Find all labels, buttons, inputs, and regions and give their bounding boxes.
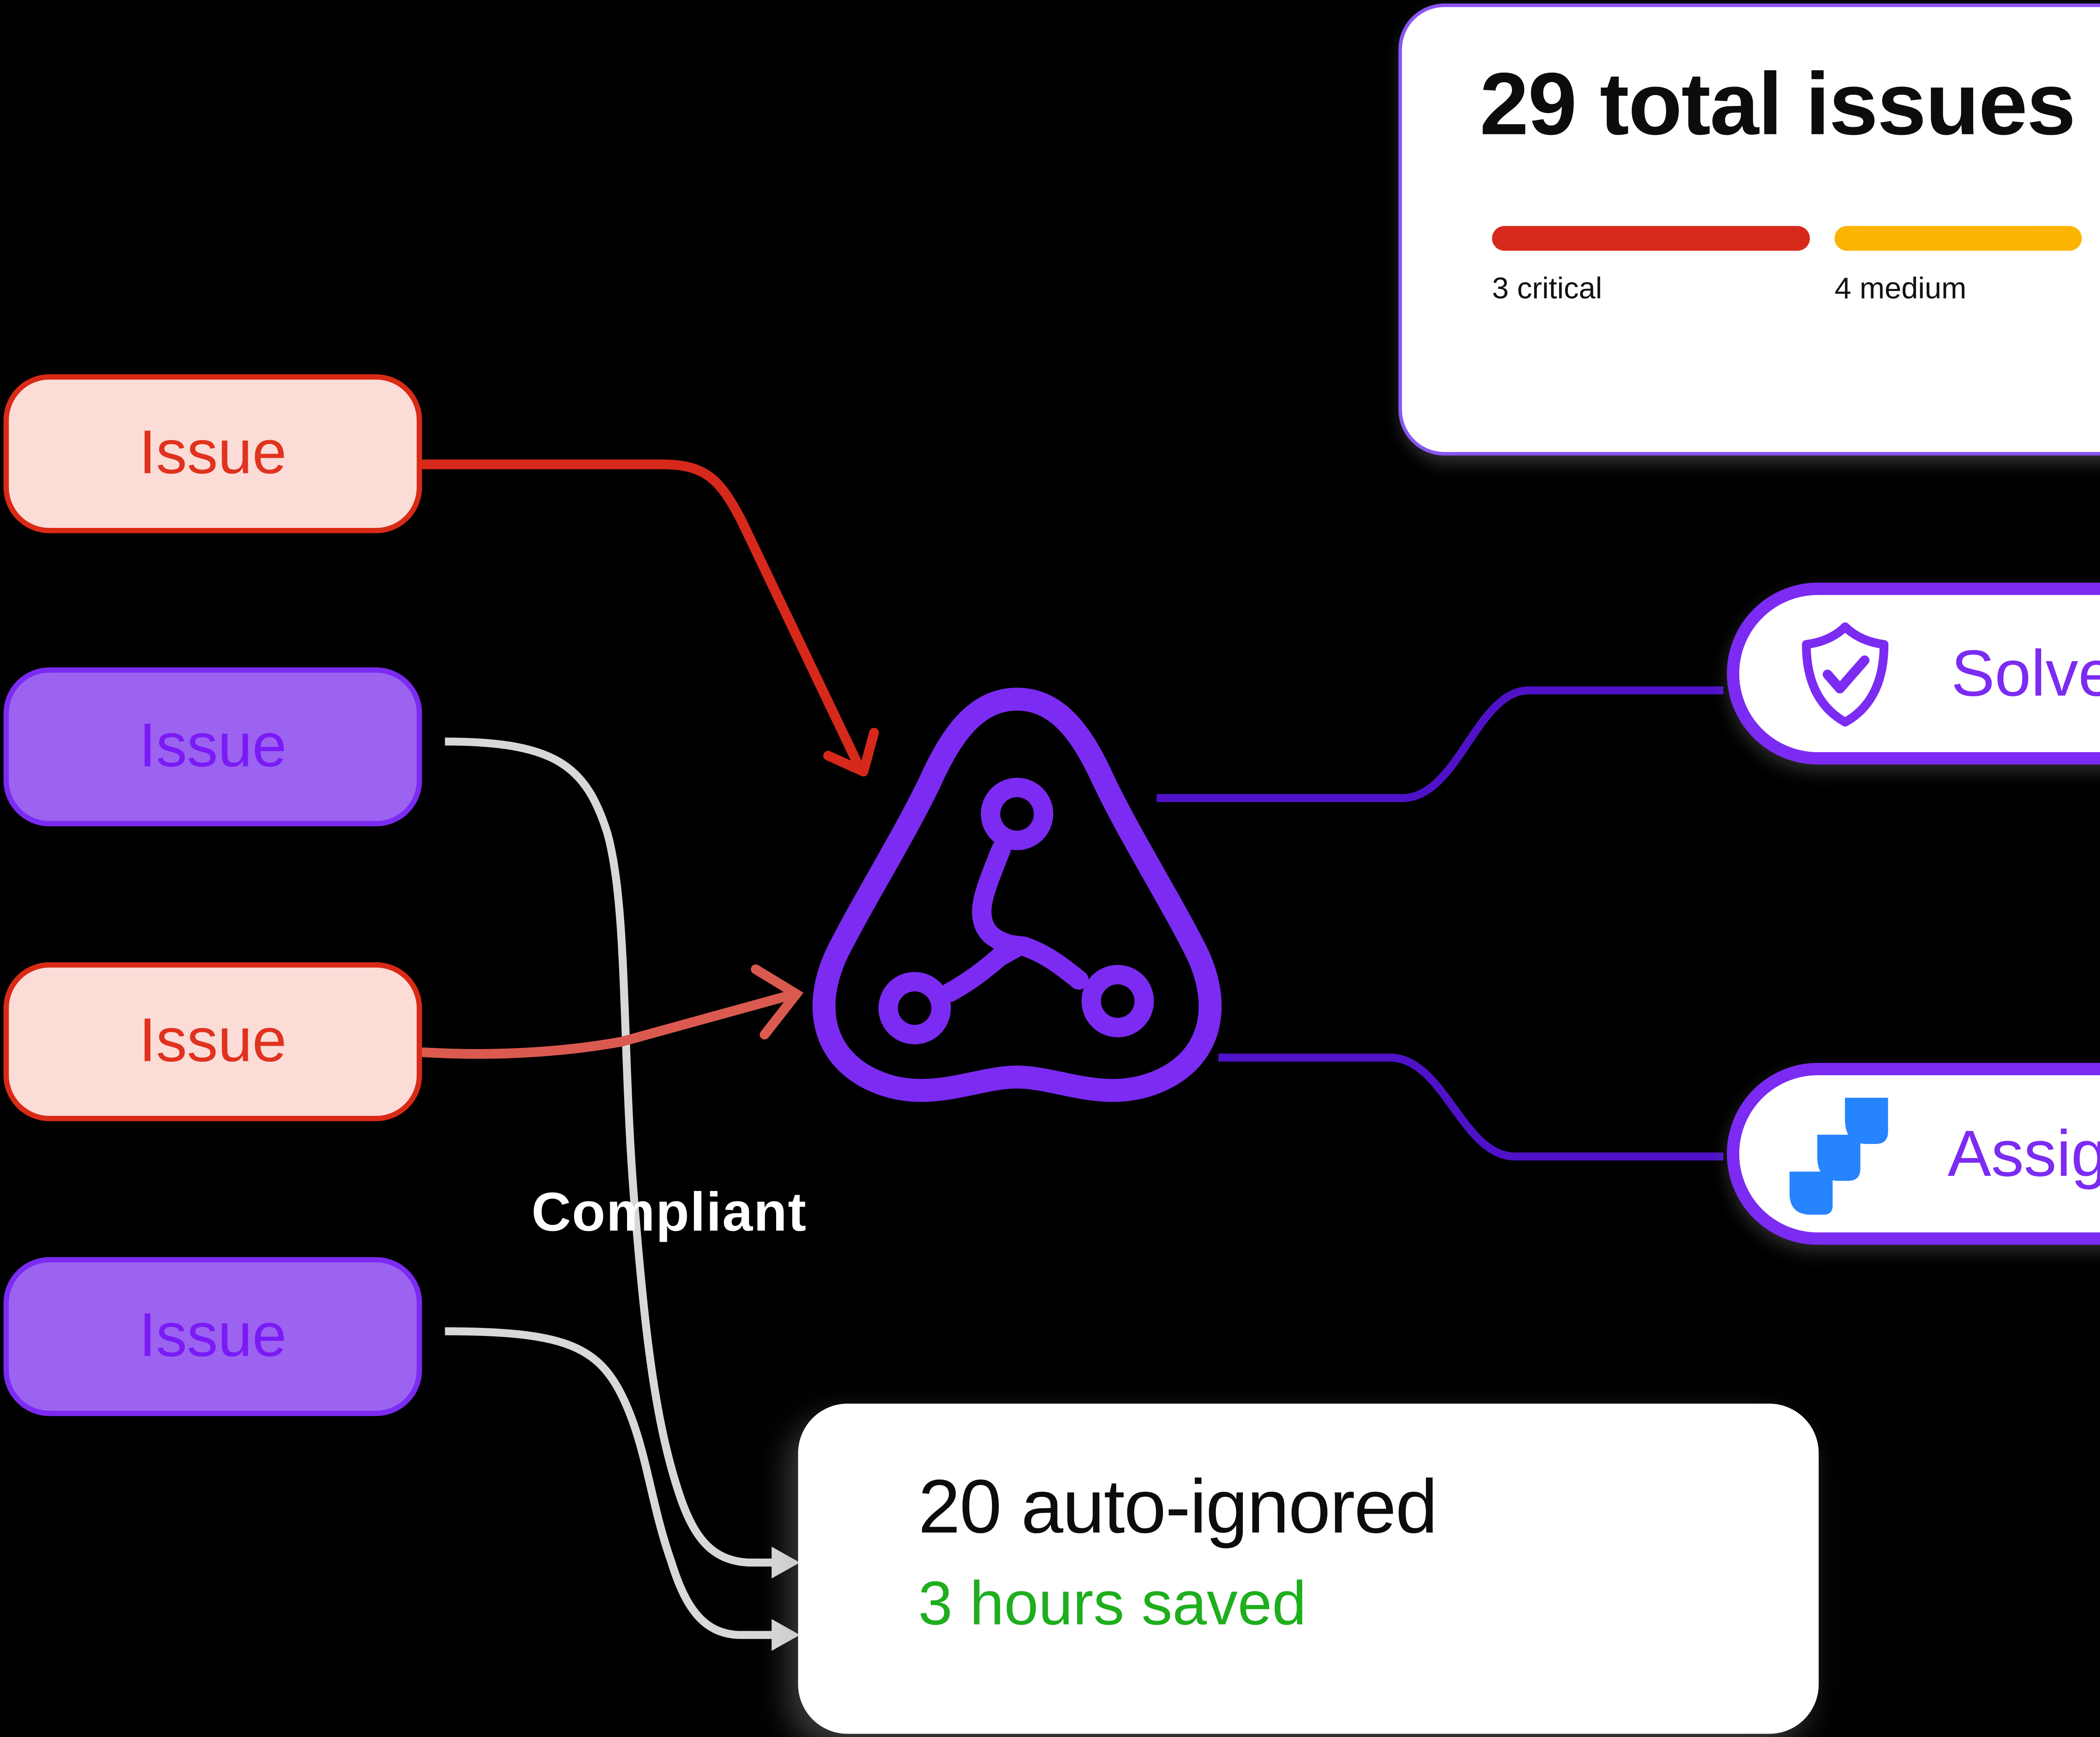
jira-icon [1789,1097,1888,1214]
issue-node-compliant-2: Issue [3,1257,422,1416]
issue-node-critical-2: Issue [3,962,422,1121]
molecule-link-2 [940,938,1025,1002]
issue-node-label: Issue [139,711,287,781]
molecule-link-3 [1014,937,1089,990]
medium-severity-bar [1835,226,2082,251]
critical-severity-bar [1492,226,1810,251]
issues-summary-card: 29 total issues 3 critical 4 medium 22 l… [1398,3,2100,456]
assigned-via-jira-label: Assigned via Jira [1948,1117,2100,1189]
auto-ignored-card: 20 auto-ignored 3 hours saved [798,1404,1819,1734]
solved-via-autofix-label: Solved via Autofix [1951,636,2100,709]
medium-severity-label: 4 medium [1835,272,1966,306]
hub-to-autofix-connector [1156,686,1724,802]
molecule-outline [812,687,1222,1102]
issues-total-title: 29 total issues [1480,55,2076,154]
auto-ignored-title: 20 auto-ignored [918,1465,1438,1551]
molecule-node-top [981,777,1053,850]
critical-arrow-1 [419,459,879,777]
aikido-molecule-icon [812,687,1222,1102]
molecule-node-right [1082,965,1154,1037]
compliant-arrow-2 [445,1327,800,1651]
issue-node-label: Issue [139,418,287,488]
compliant-annotation: Compliant [531,1181,807,1243]
solved-via-autofix-pill: Solved via Autofix [1727,582,2100,765]
hours-saved-text: 3 hours saved [918,1569,1307,1639]
issue-node-label: Issue [139,1006,287,1076]
shield-check-icon [1802,621,1889,726]
issue-node-compliant-1: Issue [3,667,422,827]
issue-node-label: Issue [139,1301,287,1370]
molecule-link-1 [972,840,1034,956]
critical-arrow-2 [419,964,804,1059]
issue-node-critical-1: Issue [3,374,422,533]
critical-severity-label: 3 critical [1492,272,1602,306]
hub-to-jira-connector [1218,1053,1724,1161]
compliant-arrow-1 [445,737,800,1579]
assigned-via-jira-pill: Assigned via Jira [1727,1063,2100,1245]
molecule-node-left [878,972,951,1044]
